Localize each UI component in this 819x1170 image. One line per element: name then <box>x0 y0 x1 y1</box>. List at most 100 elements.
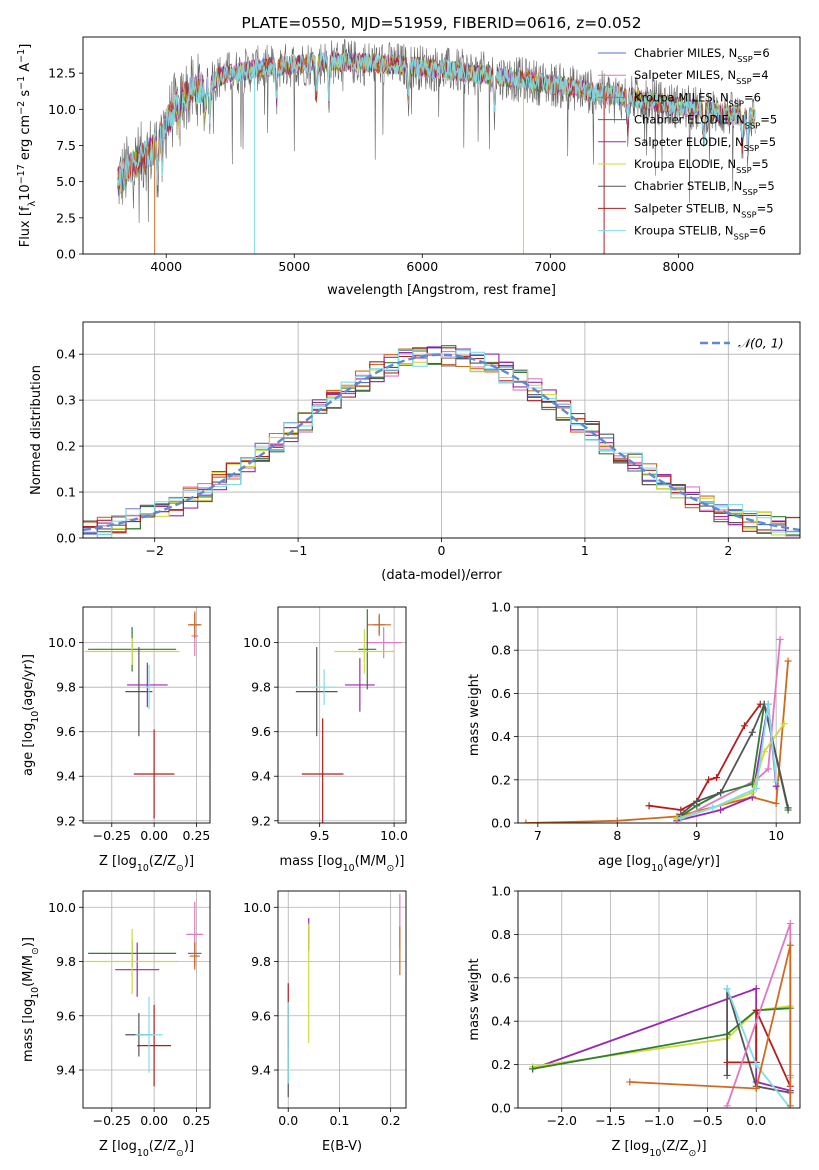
legend-label: Chabrier STELIB, NSSP=5 <box>634 179 775 197</box>
y-tick-label: 10.0 <box>48 900 76 915</box>
weight-marker <box>776 635 784 643</box>
y-tick-label: 5.0 <box>56 174 76 189</box>
plot-area <box>86 901 204 1087</box>
x-tick-label: −0.25 <box>93 1113 131 1128</box>
x-tick-label: 0.1 <box>329 1113 349 1128</box>
legend-label: Salpeter MILES, NSSP=4 <box>634 68 769 86</box>
weight-marker <box>645 802 653 810</box>
x-tick-label: −1 <box>289 543 307 558</box>
legend-label: Chabrier MILES, NSSP=6 <box>634 46 770 64</box>
mass_vs_ebv-xlabel: E(B-V) <box>322 1139 362 1154</box>
legend-label: 𝒩(0, 1) <box>738 336 784 351</box>
weight-marker <box>752 1084 760 1092</box>
weight_vs_Z-ylabel: mass weight <box>467 958 482 1040</box>
axes-frame <box>517 890 801 1109</box>
panel-mass-vs-Z: −0.25 0.00 0.25 9.4 9.6 9.8 10.0 Z [log10(Z/Z⊙)… <box>21 890 211 1159</box>
x-tick-label: 7 <box>534 828 542 843</box>
spectrum-line <box>117 51 756 190</box>
weight-marker <box>780 720 788 728</box>
residuals-ylabel: Normed distribution <box>29 365 44 495</box>
weight-line <box>676 639 781 822</box>
y-tick-label: 9.6 <box>251 724 271 739</box>
weight-line <box>532 1007 791 1070</box>
plot-area <box>83 345 800 538</box>
weight-line <box>532 987 791 1092</box>
y-tick-label: 1.0 <box>491 884 511 899</box>
x-tick-label: −0.25 <box>93 828 131 843</box>
legend-label: Kroupa STELIB, NSSP=6 <box>634 224 766 242</box>
y-tick-label: 9.2 <box>56 813 76 828</box>
spectrum-ylabel: Flux [fλ10−17 erg cm−2 s−1 A−1] <box>16 44 38 248</box>
y-tick-label: 0.1 <box>56 485 76 500</box>
axes-frame <box>82 606 211 824</box>
y-tick-label: 9.4 <box>56 769 76 784</box>
y-tick-label: 0.0 <box>491 816 511 831</box>
x-tick-label: −2.0 <box>547 1113 577 1128</box>
plot-area <box>117 38 756 254</box>
y-tick-label: 0.4 <box>56 347 76 362</box>
weight-marker <box>786 1102 794 1108</box>
y-tick-label: 9.6 <box>56 1008 76 1023</box>
axes-frame <box>82 36 801 255</box>
y-tick-label: 0.3 <box>56 393 76 408</box>
x-tick-label: −1.5 <box>595 1113 625 1128</box>
y-tick-label: 2.5 <box>56 210 76 225</box>
weight-line <box>629 945 792 1106</box>
y-tick-label: 9.6 <box>251 1008 271 1023</box>
x-tick-label: 10.0 <box>380 828 408 843</box>
panel-weight-vs-Z: −2.0 −1.5 −1.0 −0.5 0.0 0.0 0.2 0.4 0.6 0.8 1.0 Z [… <box>467 884 801 1159</box>
weight-marker <box>784 804 792 812</box>
legend-label: Salpeter STELIB, NSSP=5 <box>634 201 774 219</box>
weight_vs_age-xlabel: age [log10(age/yr)] <box>598 854 720 874</box>
legend-label: Salpeter ELODIE, NSSP=5 <box>634 135 776 153</box>
weight-marker <box>709 804 717 812</box>
x-tick-label: 0 <box>438 543 446 558</box>
weight-marker <box>626 1078 634 1086</box>
age_vs_Z-xlabel: Z [log10(Z/Z⊙)] <box>99 854 194 874</box>
panel-residuals: −2 −1 0 1 2 0.0 0.1 0.2 0.3 0.4 (data-model)/error… <box>29 321 801 583</box>
plot-area <box>522 635 792 823</box>
y-tick-label: 0.4 <box>491 729 511 744</box>
x-tick-label: 0.00 <box>140 1113 168 1128</box>
y-tick-label: 10.0 <box>48 102 76 117</box>
y-tick-label: 10.0 <box>243 900 271 915</box>
weight_vs_age-ylabel: mass weight <box>467 674 482 756</box>
x-tick-label: 0.25 <box>183 828 211 843</box>
y-tick-label: 0.0 <box>491 1101 511 1116</box>
y-tick-label: 0.2 <box>491 772 511 787</box>
weight-marker <box>723 1102 731 1108</box>
weight-line <box>726 988 791 1094</box>
mass_vs_Z-ylabel: mass [log10(M/M⊙)] <box>21 937 41 1062</box>
plot-area <box>529 920 794 1108</box>
mass_vs_Z-xlabel: Z [log10(Z/Z⊙)] <box>99 1139 194 1159</box>
y-tick-label: 9.4 <box>56 1063 76 1078</box>
y-tick-label: 0.6 <box>491 970 511 985</box>
plot-area <box>295 609 402 823</box>
y-tick-label: 1.0 <box>491 600 511 615</box>
age_vs_mass-xlabel: mass [log10(M/M⊙)] <box>280 854 405 874</box>
y-tick-label: 0.0 <box>56 531 76 546</box>
legend-label: Kroupa ELODIE, NSSP=5 <box>634 157 769 175</box>
weight-marker <box>752 784 760 792</box>
axes-frame <box>277 606 407 824</box>
x-tick-label: 5000 <box>278 259 310 274</box>
weight-marker <box>677 815 685 823</box>
weight-marker <box>705 776 713 784</box>
weight-marker <box>786 941 794 949</box>
x-tick-label: −0.5 <box>692 1113 722 1128</box>
y-tick-label: 7.5 <box>56 138 76 153</box>
y-tick-label: 0.2 <box>491 1057 511 1072</box>
age_vs_Z-ylabel: age [log10(age/yr)] <box>21 654 41 776</box>
y-tick-label: 0.2 <box>56 439 76 454</box>
x-tick-label: 0.0 <box>278 1113 298 1128</box>
weight-marker <box>784 657 792 665</box>
axes-frame <box>82 890 211 1109</box>
y-tick-label: 9.8 <box>56 680 76 695</box>
x-tick-label: 9.5 <box>310 828 330 843</box>
weight-marker <box>772 800 780 808</box>
axes-frame <box>277 890 407 1109</box>
plot-area <box>287 893 401 1098</box>
x-tick-label: 2 <box>724 543 732 558</box>
panel-age-vs-Z: −0.25 0.00 0.25 9.2 9.4 9.6 9.8 10.0 Z [log10(Z/… <box>21 606 211 874</box>
x-tick-label: −1.0 <box>644 1113 674 1128</box>
